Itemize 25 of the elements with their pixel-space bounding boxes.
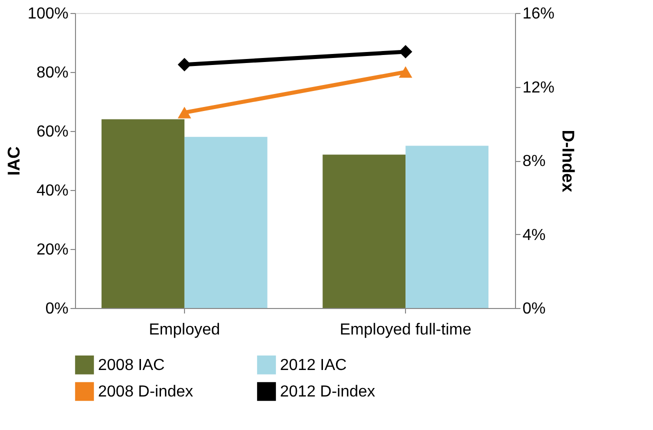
y-tick-label: 80% bbox=[36, 64, 68, 82]
y-tick-label: 40% bbox=[36, 182, 68, 200]
y-tick-label: 60% bbox=[36, 124, 68, 140]
y2-tick-label: 16% bbox=[522, 6, 555, 22]
x-tick-label: Employed bbox=[148, 322, 220, 338]
y-axis-title: IAC bbox=[4, 146, 24, 176]
y2-tick-label: 0% bbox=[522, 300, 546, 318]
y2-axis-title: D-Index bbox=[558, 130, 578, 193]
y-tick-label: 20% bbox=[36, 242, 68, 258]
bar bbox=[406, 146, 488, 308]
y2-tick-label: 8% bbox=[522, 153, 546, 170]
bar bbox=[102, 119, 184, 308]
bar bbox=[322, 154, 406, 308]
legend-label: 2008 IAC bbox=[98, 356, 165, 374]
legend-label: 2012 D-index bbox=[280, 384, 376, 400]
point bbox=[178, 58, 192, 72]
legend-label: 2008 D-index bbox=[98, 384, 194, 400]
y2-tick-label: 4% bbox=[522, 226, 546, 244]
y-tick-label: 100% bbox=[28, 6, 68, 22]
legend-label: 2012 IAC bbox=[280, 356, 347, 374]
bar bbox=[184, 136, 268, 308]
x-tick-label: Employed full-time bbox=[340, 322, 472, 338]
y-tick-label: 0% bbox=[45, 300, 68, 318]
point bbox=[398, 45, 412, 58]
y2-tick-label: 12% bbox=[522, 79, 555, 96]
